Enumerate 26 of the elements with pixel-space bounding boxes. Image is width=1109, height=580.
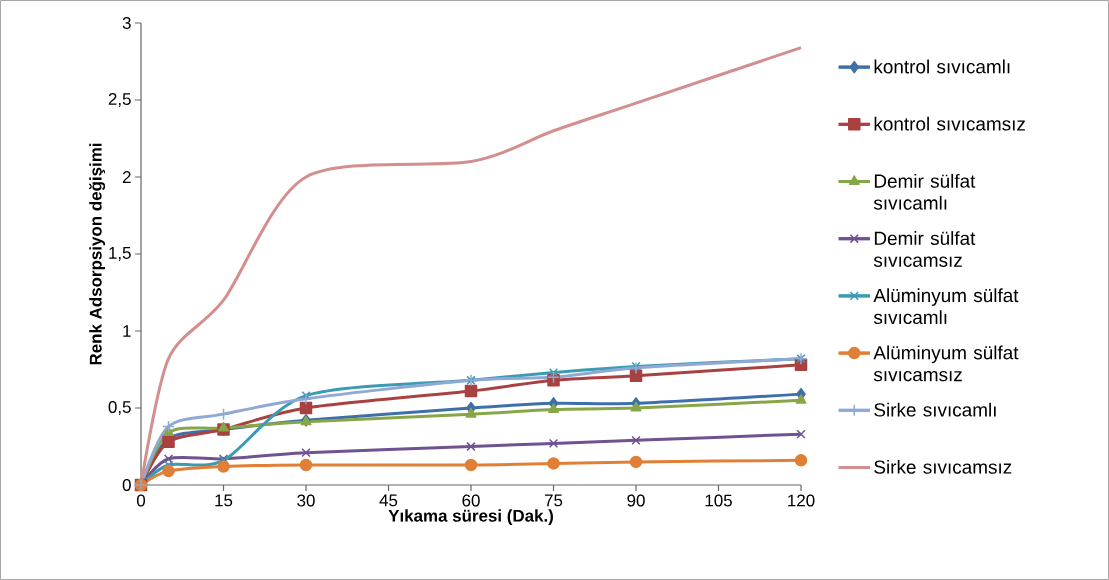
y-tick-label: 3 <box>122 16 131 29</box>
legend-label: Alüminyum sülfat sıvıcamlı <box>873 288 1019 325</box>
y-axis-title: Renk Adsorpsiyon değişimi <box>89 143 106 365</box>
x-tick-label: 0 <box>136 494 146 507</box>
x-tick-label: 30 <box>297 494 315 507</box>
y-tick-label: 2 <box>122 171 131 183</box>
legend-label: Alüminyum sülfat sıvıcamsız <box>873 345 1019 382</box>
x-tick-label: 60 <box>462 494 480 507</box>
y-tick-label: 2,5 <box>108 92 131 107</box>
legend-label: Demir sülfat sıvıcamsız <box>873 231 976 267</box>
legend-label: Demir sülfat sıvıcamlı <box>873 173 976 210</box>
y-tick-label: 1 <box>123 325 131 337</box>
legend-label: Sirke sıvıcamlı <box>874 402 996 417</box>
y-tick-label: 0,5 <box>108 400 131 415</box>
legend-label: Sirke sıvıcamsız <box>874 459 1012 474</box>
x-tick-label: 45 <box>379 494 398 507</box>
x-axis-title: Yıkama süresi (Dak.) <box>388 509 553 526</box>
x-tick-label: 15 <box>215 494 233 507</box>
y-tick-label: 0 <box>122 478 131 491</box>
x-tick-label: 90 <box>627 494 645 507</box>
x-tick-label: 120 <box>788 494 815 507</box>
x-tick-label: 75 <box>544 494 563 507</box>
x-tick-label: 105 <box>705 494 732 507</box>
legend-label: kontrol sıvıcamlı <box>874 59 1010 74</box>
y-tick-label: 1,5 <box>109 247 131 261</box>
legend-label: kontrol sıvıcamsız <box>874 116 1025 131</box>
